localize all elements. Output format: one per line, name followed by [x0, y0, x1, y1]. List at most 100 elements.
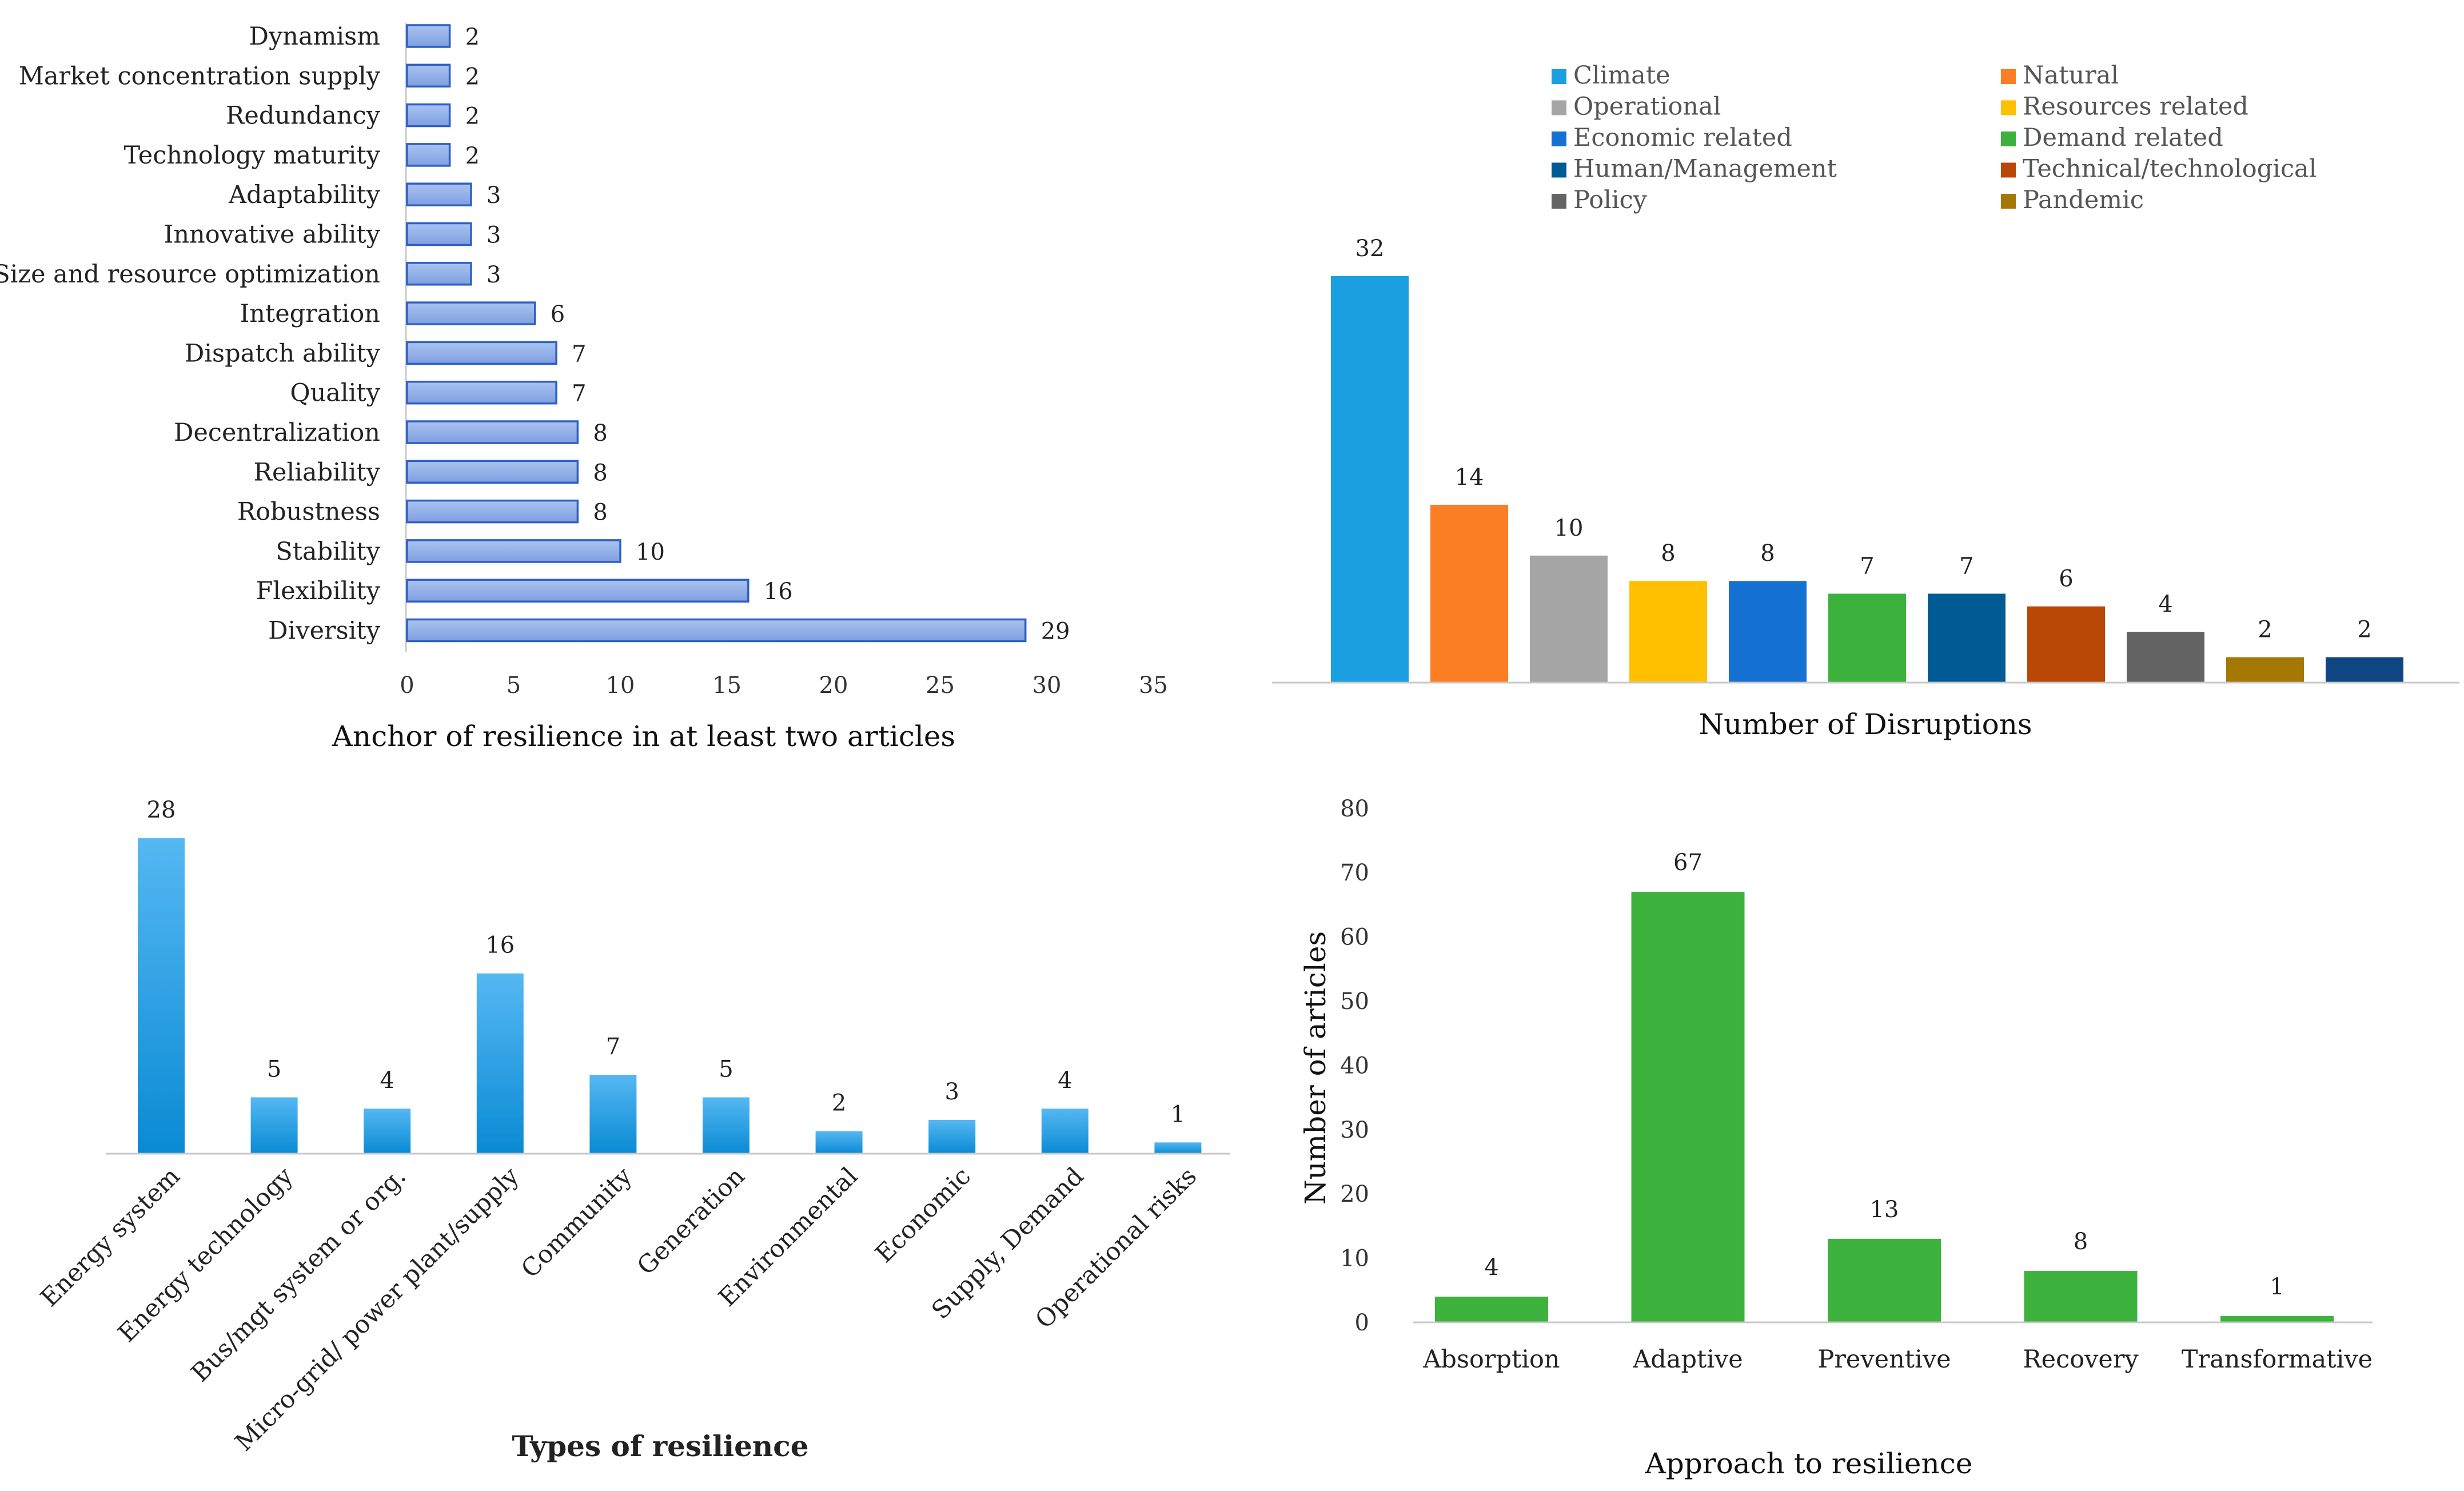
chart-a-value-label: 16 — [764, 579, 793, 605]
chart-b-value-label: 2 — [2258, 617, 2272, 643]
chart-b-bar — [1430, 504, 1508, 683]
anchor-resilience-chart: Dynamism Market concentration supply Redun… — [0, 22, 1168, 753]
chart-b-legend-label: Human/Management — [1573, 155, 1837, 184]
chart-a-category-label: Quality — [290, 379, 380, 408]
chart-a-category-label: Adaptability — [228, 181, 381, 209]
chart-b-legend-swatch — [2001, 100, 2016, 115]
chart-b-legend-swatch — [1552, 131, 1566, 146]
chart-b-value-label: 7 — [1860, 553, 1874, 579]
chart-a-x-tick: 30 — [1032, 672, 1062, 699]
approach-resilience-chart: Number of articles 0 10 20 30 40 50 60 70 80 4 67… — [1299, 796, 2373, 1480]
chart-b-legend-label: Policy — [1573, 186, 1648, 214]
chart-b-value-label: 10 — [1554, 515, 1584, 541]
chart-c-bar — [250, 1097, 298, 1154]
chart-c-bar — [928, 1119, 976, 1154]
chart-c-value-label: 5 — [719, 1056, 733, 1082]
chart-b-bar — [1629, 581, 1707, 683]
chart-b-legend-label: Technical/technological — [2023, 155, 2317, 184]
chart-b-value-label: 6 — [2059, 566, 2073, 592]
chart-d-category-label: Preventive — [1817, 1345, 1951, 1374]
chart-a-bar — [406, 63, 451, 88]
chart-d-bar — [1631, 891, 1745, 1322]
chart-b-value-label: 8 — [1661, 540, 1675, 567]
chart-b-value-label: 8 — [1760, 540, 1775, 567]
chart-b-bar — [2127, 632, 2204, 683]
chart-d-y-tick: 20 — [1340, 1181, 1369, 1207]
chart-a-bar — [406, 618, 1027, 643]
chart-c-value-label: 4 — [1058, 1067, 1072, 1094]
chart-a-category-label: Integration — [240, 300, 380, 328]
chart-a-category-label: Flexibility — [256, 577, 381, 605]
chart-a-category-label: Technology maturity — [123, 141, 380, 170]
chart-a-value-label: 7 — [572, 381, 586, 407]
chart-a-bar — [406, 301, 536, 325]
chart-d-y-tick: 80 — [1340, 796, 1369, 822]
chart-c-value-label: 28 — [147, 797, 176, 823]
chart-d-category-label: Adaptive — [1632, 1345, 1743, 1374]
chart-b-legend-label: Pandemic — [2023, 186, 2144, 214]
chart-a-value-label: 2 — [465, 24, 480, 50]
chart-a-bar — [406, 579, 749, 603]
chart-b-legend-swatch — [2001, 162, 2016, 178]
chart-a-x-tick: 10 — [606, 672, 635, 699]
chart-a-bar — [406, 420, 579, 444]
chart-b-legend-swatch — [1552, 69, 1566, 84]
chart-a-bar — [406, 262, 472, 286]
chart-a-category-label: Reliability — [254, 458, 381, 487]
chart-a-category-label: Innovative ability — [164, 221, 380, 249]
chart-c-bar — [476, 973, 524, 1154]
chart-a-x-tick: 20 — [819, 672, 848, 699]
chart-d-value-label: 8 — [2074, 1229, 2088, 1255]
chart-a-x-tick: 0 — [400, 672, 414, 699]
chart-d-category-label: Absorption — [1422, 1345, 1560, 1374]
chart-b-legend-label: Operational — [1573, 93, 1721, 121]
chart-a-category-label: Dynamism — [249, 22, 380, 51]
chart-a-x-tick: 5 — [507, 672, 521, 699]
chart-d-value-label: 67 — [1673, 850, 1703, 876]
chart-d-bar — [2220, 1315, 2334, 1322]
chart-c-category-label: Community — [516, 1162, 637, 1283]
chart-d-y-tick: 10 — [1340, 1246, 1369, 1272]
chart-d-category-label: Transformative — [2182, 1345, 2373, 1374]
chart-a-x-tick: 25 — [926, 672, 955, 699]
chart-b-value-label: 2 — [2357, 617, 2371, 643]
chart-b-legend-swatch — [2001, 69, 2016, 84]
chart-c-bar — [138, 838, 185, 1154]
chart-c-category-label: Generation — [632, 1162, 751, 1281]
chart-c-value-label: 1 — [1171, 1101, 1185, 1127]
chart-a-bar — [406, 182, 472, 206]
chart-c-title: Types of resilience — [512, 1429, 808, 1463]
chart-d-bar — [1435, 1297, 1548, 1322]
chart-b-bar — [2027, 606, 2105, 683]
chart-a-bar — [406, 103, 451, 127]
chart-b-bar — [1331, 276, 1409, 683]
chart-b-legend-swatch — [1552, 162, 1566, 178]
chart-a-value-label: 7 — [572, 341, 586, 367]
chart-b-bar — [1928, 593, 2006, 683]
chart-b-value-label: 14 — [1455, 464, 1484, 491]
disruptions-chart: Climate Natural Operational Resources relat… — [1272, 61, 2459, 741]
chart-a-value-label: 8 — [593, 500, 607, 526]
chart-b-bar — [2226, 657, 2304, 683]
chart-b-legend-swatch — [2001, 131, 2016, 146]
chart-a-value-label: 10 — [636, 539, 665, 565]
chart-d-title: Approach to resilience — [1645, 1447, 1973, 1480]
chart-a-value-label: 8 — [593, 460, 607, 486]
chart-a-value-label: 3 — [487, 262, 501, 288]
chart-a-category-label: Size and resource optimization — [0, 260, 380, 289]
chart-a-bar — [406, 499, 579, 524]
chart-b-value-label: 7 — [1959, 553, 1973, 579]
chart-c-bar — [1154, 1142, 1202, 1154]
chart-a-value-label: 2 — [465, 103, 480, 130]
chart-a-category-label: Decentralization — [174, 418, 380, 447]
chart-d-category-label: Recovery — [2023, 1345, 2139, 1374]
chart-b-title: Number of Disruptions — [1699, 708, 2032, 741]
chart-a-category-label: Stability — [276, 537, 380, 566]
chart-d-value-label: 1 — [2270, 1274, 2284, 1300]
chart-c-value-label: 5 — [267, 1056, 281, 1082]
chart-a-x-tick: 15 — [712, 672, 741, 699]
chart-b-bar — [1530, 555, 1608, 683]
chart-c-value-label: 3 — [944, 1079, 959, 1105]
chart-d-y-tick: 50 — [1340, 988, 1369, 1015]
